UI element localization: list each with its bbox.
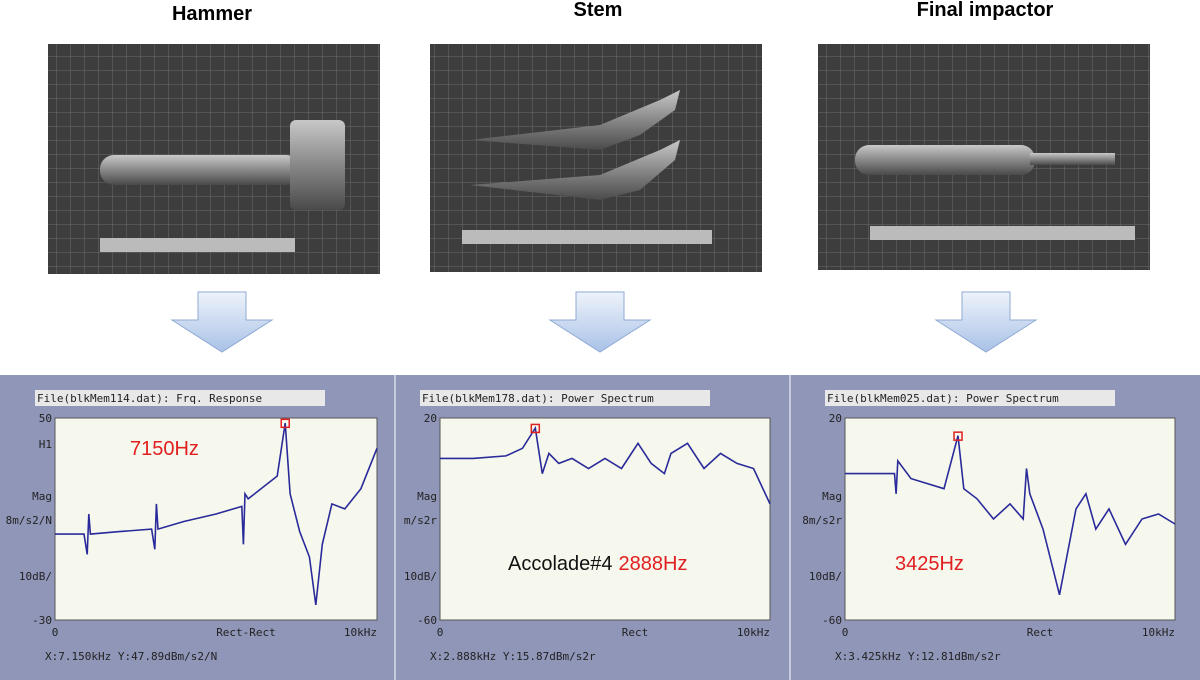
header-bar <box>35 390 325 406</box>
y-tick-label: -60 <box>822 614 842 627</box>
x-tick-label: 10kHz <box>344 626 377 639</box>
x-tick-label: 0 <box>437 626 444 639</box>
annotation: 3425Hz <box>895 553 964 575</box>
x-axis-label: Rect <box>622 626 649 639</box>
annotation: Accolade#4 2888Hz <box>508 553 687 575</box>
readout: X:2.888kHz Y:15.87dBm/s2r <box>430 650 596 663</box>
y-axis-label: Mag <box>32 490 52 503</box>
y-axis-label: Mag <box>822 490 842 503</box>
plot-area <box>844 417 1176 621</box>
y-axis-label: 10dB/ <box>19 570 52 583</box>
y-axis-label: m/s2r <box>404 514 437 527</box>
trace <box>440 425 771 505</box>
photo <box>430 44 762 272</box>
y-axis-label: H1 <box>39 438 52 451</box>
readout: X:7.150kHz Y:47.89dBm/s2/N <box>45 650 217 663</box>
y-tick-label: 50 <box>39 412 52 425</box>
arrow <box>934 291 1038 353</box>
photo <box>818 44 1150 270</box>
annotation-label: Accolade#4 <box>508 553 613 575</box>
arrow <box>548 291 652 353</box>
y-axis-label: 8m/s2r <box>802 514 842 527</box>
header-bar <box>825 390 1115 406</box>
panel-title: Hammer <box>172 3 252 25</box>
photo <box>48 44 380 274</box>
y-axis-label: Mag <box>417 490 437 503</box>
y-axis-label: 10dB/ <box>404 570 437 583</box>
plot-area <box>439 417 771 621</box>
plot-header: File(blkMem025.dat): Power Spectrum <box>827 392 1059 405</box>
y-tick-label: -30 <box>32 614 52 627</box>
peak-marker <box>280 418 290 429</box>
arrow <box>170 291 274 353</box>
x-tick-label: 0 <box>842 626 849 639</box>
y-axis-label: 8m/s2/N <box>6 514 52 527</box>
plot-header: File(blkMem114.dat): Frq. Response <box>37 392 262 405</box>
peak-marker <box>530 423 541 434</box>
y-axis-label: 10dB/ <box>809 570 842 583</box>
annotation-frequency: 2888Hz <box>619 553 688 575</box>
header-bar <box>420 390 710 406</box>
annotation: 7150Hz <box>130 438 199 460</box>
panel-title: Final impactor <box>917 0 1054 21</box>
x-axis-label: Rect-Rect <box>216 626 276 639</box>
y-tick-label: 20 <box>424 412 437 425</box>
x-tick-label: 10kHz <box>1142 626 1175 639</box>
x-tick-label: 0 <box>52 626 59 639</box>
y-tick-label: 20 <box>829 412 842 425</box>
plot-area <box>54 417 378 621</box>
plot-header: File(blkMem178.dat): Power Spectrum <box>422 392 654 405</box>
trace <box>845 435 1176 595</box>
x-axis-label: Rect <box>1027 626 1054 639</box>
readout: X:3.425kHz Y:12.81dBm/s2r <box>835 650 1001 663</box>
panel-title: Stem <box>574 0 623 21</box>
peak-marker <box>953 431 963 441</box>
x-tick-label: 10kHz <box>737 626 770 639</box>
y-tick-label: -60 <box>417 614 437 627</box>
trace <box>55 422 378 606</box>
